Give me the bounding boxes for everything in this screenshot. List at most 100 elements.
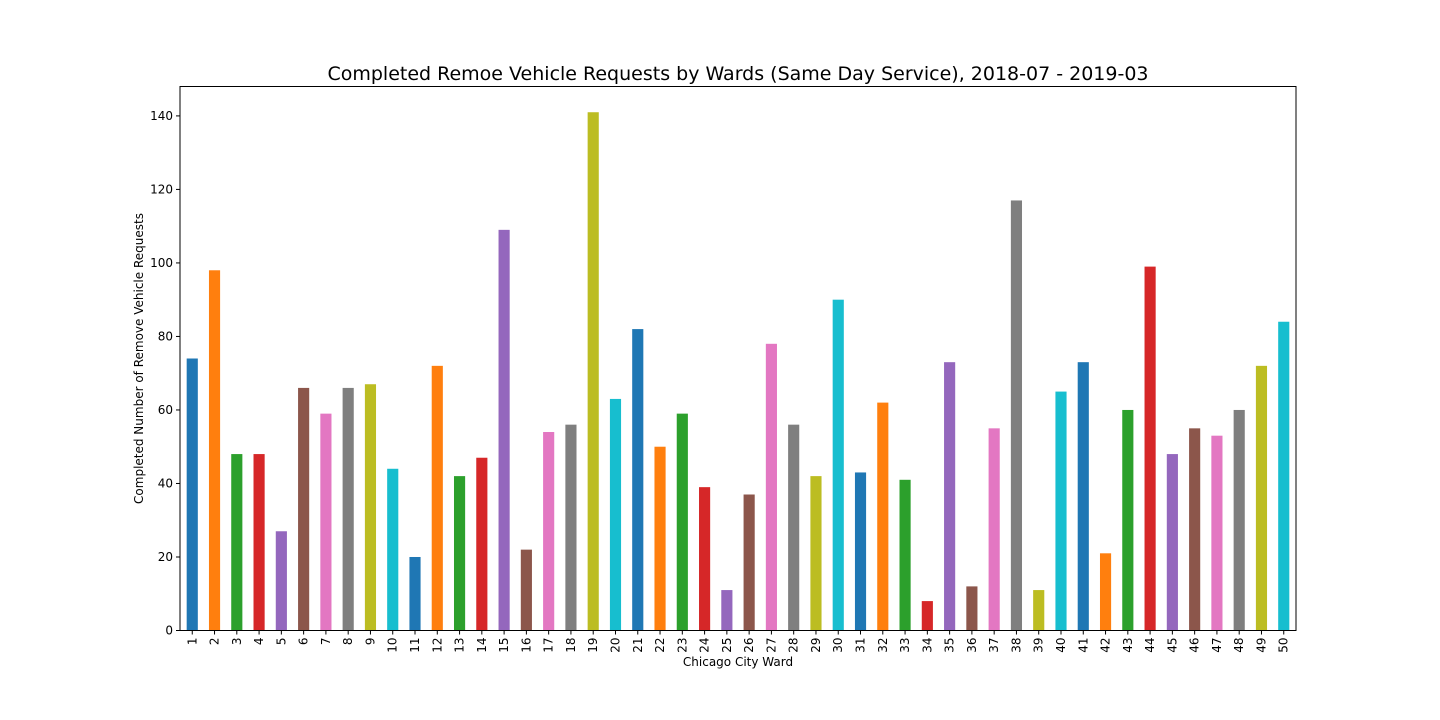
x-tick-label: 17 [542,638,556,653]
bar-ward-30 [832,299,844,631]
x-tick-label: 8 [341,638,355,646]
bar-ward-42 [1099,553,1112,631]
x-tick-label: 15 [497,638,511,653]
bar-ward-48 [1233,409,1245,631]
x-tick-label: 24 [698,638,712,653]
bar-ward-11 [409,556,421,631]
x-tick-label: 38 [1009,638,1023,653]
x-tick-label: 42 [1099,638,1113,653]
x-tick-label: 33 [898,638,912,653]
bar-ward-18 [565,424,577,631]
x-tick-label: 25 [720,638,734,653]
x-tick-label: 30 [831,638,845,653]
bar-ward-26 [743,494,755,631]
x-tick-label: 49 [1254,638,1268,653]
bar-ward-17 [543,432,555,631]
bar-ward-31 [854,472,867,631]
x-tick-label: 45 [1165,638,1179,653]
x-tick-label: 20 [608,638,622,653]
x-tick-label: 1 [185,638,199,646]
bar-ward-25 [721,590,733,631]
x-tick-label: 13 [453,638,467,653]
bar-ward-46 [1189,428,1201,631]
x-tick-label: 26 [742,638,756,653]
x-tick-label: 28 [787,638,801,653]
x-tick-label: 37 [987,638,1001,653]
bar-ward-14 [476,457,488,631]
x-tick-label: 4 [252,638,266,646]
bar-ward-12 [431,365,443,631]
x-tick-label: 43 [1121,638,1135,653]
bar-ward-37 [988,428,1000,631]
bar-ward-22 [654,446,666,631]
x-tick-label: 11 [408,638,422,653]
bar-ward-16 [520,549,532,631]
x-tick-label: 48 [1232,638,1246,653]
x-tick-label: 19 [586,638,600,653]
y-tick-label: 0 [165,624,173,638]
bar-ward-36 [966,586,978,631]
x-axis: 1 2 3 4 5 6 7 8 9 10 11 12 13 14 15 16 17 18 19 20 21 22 23 24 2… [185,630,1291,653]
y-axis: 0 20 40 60 80 100 120 140 [150,109,180,638]
x-tick-label: 29 [809,638,823,653]
x-tick-label: 31 [854,638,868,653]
bar-ward-28 [788,424,800,631]
bar-ward-19 [587,112,599,631]
y-tick-label: 40 [158,476,173,490]
x-tick-label: 22 [653,638,667,653]
x-tick-label: 2 [208,638,222,646]
bar-ward-39 [1033,590,1045,631]
y-tick-label: 120 [150,182,173,196]
x-tick-label: 40 [1054,638,1068,653]
bar-ward-21 [632,329,644,631]
bar-ward-49 [1255,365,1268,631]
x-tick-label: 12 [430,638,444,653]
plot-frame [179,86,1297,631]
x-tick-label: 36 [965,638,979,653]
y-tick-label: 20 [158,550,173,564]
y-tick-label: 140 [150,109,173,123]
x-tick-label: 18 [564,638,578,653]
x-tick-label: 46 [1188,638,1202,653]
bar-ward-33 [899,479,911,631]
x-tick-label: 14 [475,638,489,653]
bar-ward-41 [1077,362,1089,631]
bar-ward-15 [498,229,510,631]
x-axis-label: Chicago City Ward [683,655,793,669]
bar-ward-38 [1010,200,1023,631]
bar-ward-34 [921,601,933,631]
bar-ward-13 [453,476,466,631]
x-tick-label: 9 [363,638,377,646]
bar-ward-40 [1055,391,1067,631]
x-tick-label: 27 [764,638,778,653]
bar-ward-10 [387,468,399,631]
bar-ward-29 [810,476,822,631]
bar-ward-27 [765,343,777,631]
x-tick-label: 23 [675,638,689,653]
bar-ward-5 [275,531,287,631]
x-tick-label: 21 [631,638,645,653]
x-tick-label: 50 [1277,638,1291,653]
x-tick-label: 34 [920,638,934,653]
bar-ward-7 [320,413,332,631]
chart-title: Completed Remoe Vehicle Requests by Ward… [327,63,1148,85]
y-tick-label: 100 [150,256,173,270]
bar-ward-6 [298,387,310,631]
bar-ward-45 [1166,454,1178,631]
x-tick-label: 47 [1210,638,1224,653]
x-tick-label: 35 [943,638,957,653]
bar-ward-43 [1122,409,1134,631]
x-tick-label: 7 [319,638,333,646]
x-tick-label: 5 [274,638,288,646]
bar-ward-9 [364,384,377,631]
y-tick-label: 80 [158,329,173,343]
x-tick-label: 44 [1143,638,1157,653]
x-tick-label: 39 [1032,638,1046,653]
bar-ward-35 [944,362,956,631]
x-tick-label: 6 [297,638,311,646]
bar-ward-44 [1144,266,1156,631]
y-axis-label: Completed Number of Remove Vehicle Reque… [132,213,146,504]
x-tick-label: 3 [230,638,244,646]
x-tick-label: 10 [386,638,400,653]
